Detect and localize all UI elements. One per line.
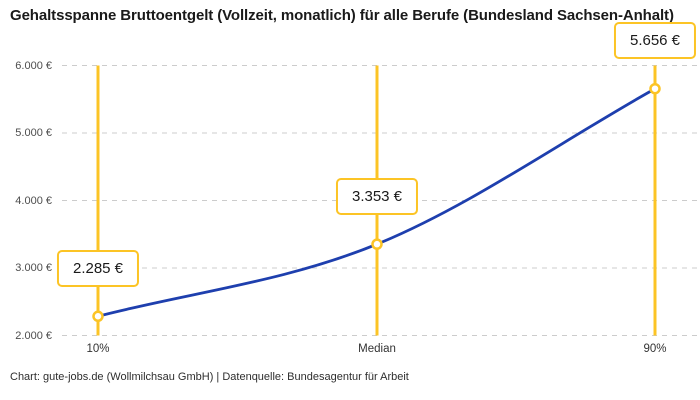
x-axis-tick-label: 90% (643, 343, 667, 355)
y-axis-tick-label: 6.000 € (15, 59, 52, 72)
chart-title: Gehaltsspanne Bruttoentgelt (Vollzeit, m… (10, 7, 674, 24)
x-axis-tick-label: 10% (86, 343, 110, 355)
y-axis-tick-label: 5.000 € (15, 127, 52, 139)
chart-footer: Chart: gute-jobs.de (Wollmilchsau GmbH) … (10, 371, 409, 383)
value-label-median: 3.353 € (335, 177, 419, 215)
data-point-marker-90% (649, 82, 661, 95)
data-point-marker-Median (371, 238, 383, 250)
y-axis-tick-label: 4.000 € (15, 194, 52, 207)
y-axis-tick-label: 2.000 € (15, 329, 52, 342)
value-label-10th-percentile: 2.285 € (56, 249, 140, 287)
y-axis-tick-label: 3.000 € (15, 262, 52, 274)
value-label-90th-percentile: 5.656 € (613, 22, 697, 60)
data-point-marker-10% (92, 310, 104, 323)
x-axis-tick-label: Median (358, 343, 396, 355)
